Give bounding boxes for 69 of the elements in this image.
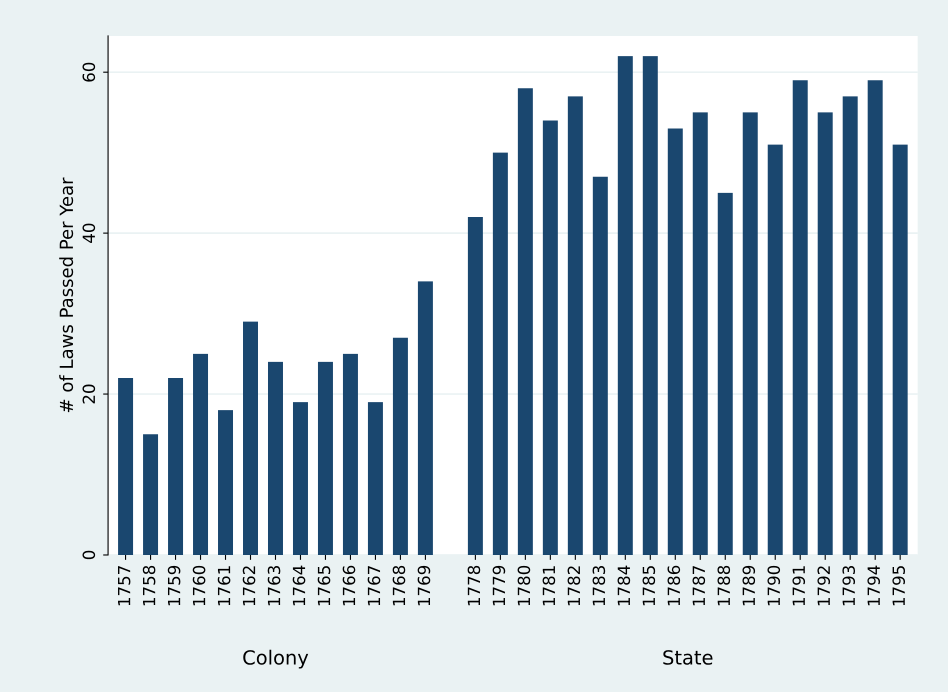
- bar: [418, 281, 433, 555]
- y-tick-label: 60: [82, 62, 96, 82]
- x-tick-label: 1781: [542, 566, 556, 606]
- x-tick-label: 1794: [867, 566, 880, 606]
- text: State: [663, 650, 712, 665]
- x-tick-label: 1768: [392, 566, 406, 606]
- bar: [818, 112, 833, 555]
- bar: [143, 434, 158, 555]
- x-tick-label: 1795: [892, 566, 906, 606]
- bar: [642, 56, 658, 555]
- text: Colony: [243, 650, 308, 669]
- x-tick-label: 1757: [118, 566, 130, 606]
- y-tick-label: 0: [82, 550, 96, 560]
- bar: [718, 192, 733, 555]
- x-tick-label: 1785: [642, 566, 656, 606]
- bar: [342, 354, 358, 555]
- x-tick-label: 1762: [242, 566, 256, 606]
- bar: [193, 354, 208, 555]
- bar: [368, 402, 383, 555]
- bar: [568, 96, 583, 555]
- y-tick-label: 20: [82, 384, 96, 404]
- y-tick-label: 40: [82, 224, 96, 243]
- x-tick-label: 1763: [268, 566, 280, 606]
- x-tick-label: 1778: [468, 566, 480, 606]
- x-tick-label: 1789: [742, 566, 756, 606]
- x-tick-label: 1779: [492, 566, 506, 606]
- bar: [392, 338, 408, 555]
- x-tick-label: 1761: [218, 566, 230, 606]
- x-tick-label: 1787: [692, 566, 706, 606]
- x-tick-label: 1784: [618, 566, 630, 606]
- bar: [668, 128, 683, 555]
- bar: [468, 217, 483, 555]
- x-tick-label: 1791: [792, 566, 806, 606]
- x-tick-label: 1760: [192, 566, 206, 606]
- x-tick-label: 1767: [368, 566, 380, 606]
- x-tick-label: 1790: [767, 566, 780, 606]
- bar: [268, 362, 283, 555]
- x-tick-label: 1793: [842, 566, 856, 606]
- bar: [168, 378, 184, 555]
- bar: [692, 112, 708, 555]
- x-tick-label: 1788: [717, 566, 730, 606]
- x-tick-label: 1792: [817, 566, 830, 606]
- bar: [492, 152, 508, 555]
- x-tick-label: 1769: [418, 566, 430, 606]
- bar: [592, 176, 608, 555]
- bar: [892, 144, 908, 555]
- x-tick-label: 1780: [518, 566, 530, 606]
- x-tick-label: 1764: [292, 566, 306, 606]
- x-tick-label: 1766: [342, 566, 356, 606]
- bar: [868, 80, 883, 555]
- x-tick-label: 1758: [142, 566, 156, 606]
- bar: [518, 88, 533, 555]
- bar: [842, 96, 858, 555]
- y-axis-title: # of Laws Passed Per Year: [59, 177, 74, 412]
- x-tick-label: 1783: [592, 566, 606, 606]
- bar: [218, 410, 234, 555]
- x-tick-label: 1786: [668, 566, 680, 606]
- bar: [318, 362, 333, 555]
- bar: [118, 378, 134, 555]
- bar: [618, 56, 633, 555]
- bar: [542, 120, 558, 555]
- bar: [243, 322, 258, 555]
- bar: [768, 144, 783, 555]
- x-tick-label: 1765: [318, 566, 330, 606]
- x-tick-label: 1759: [168, 566, 180, 606]
- bar: [792, 80, 808, 555]
- bar: [292, 402, 308, 555]
- x-tick-label: 1782: [568, 566, 580, 606]
- bar: [742, 112, 758, 555]
